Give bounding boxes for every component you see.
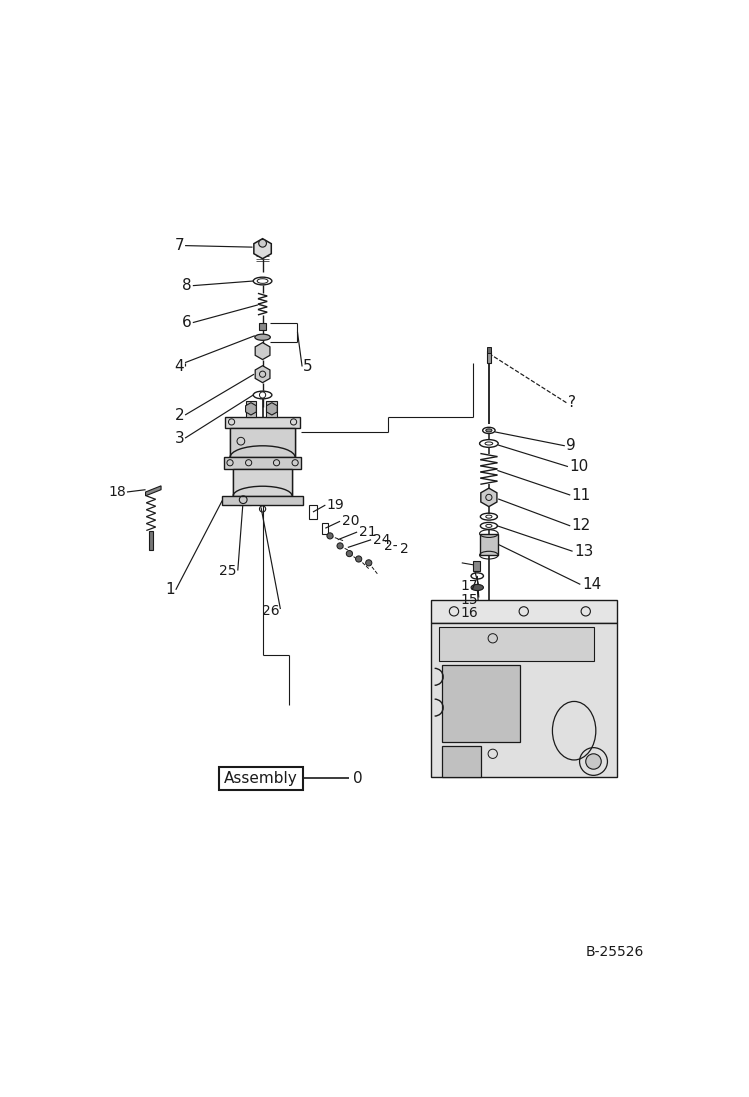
Text: 24: 24	[372, 533, 390, 546]
Bar	[438, 626, 593, 661]
Text: 21: 21	[359, 525, 376, 539]
Bar	[431, 600, 616, 623]
Text: 1: 1	[166, 583, 175, 597]
Text: 4: 4	[175, 359, 184, 374]
Polygon shape	[254, 239, 271, 259]
Text: 9: 9	[566, 439, 576, 453]
Text: 2: 2	[175, 407, 184, 422]
Text: 18: 18	[109, 485, 126, 499]
Polygon shape	[481, 488, 497, 507]
Circle shape	[258, 239, 267, 247]
Text: 26: 26	[262, 604, 279, 619]
Text: 5: 5	[303, 359, 312, 374]
Bar	[267, 402, 277, 417]
Text: 7: 7	[175, 238, 184, 253]
Text: 2-: 2-	[384, 539, 398, 553]
Bar	[230, 428, 295, 457]
Bar	[443, 665, 520, 743]
Bar	[309, 505, 317, 519]
Polygon shape	[267, 403, 277, 415]
Text: 2: 2	[400, 542, 408, 556]
Text: ?: ?	[568, 395, 576, 410]
Bar	[225, 417, 300, 428]
Text: 8: 8	[183, 279, 192, 293]
Bar	[233, 468, 292, 496]
Bar	[431, 623, 616, 777]
Text: Assembly: Assembly	[224, 771, 298, 785]
Polygon shape	[145, 486, 161, 496]
Ellipse shape	[471, 585, 483, 590]
Ellipse shape	[255, 335, 270, 340]
Circle shape	[356, 556, 362, 562]
Bar	[443, 746, 481, 777]
Circle shape	[346, 551, 353, 556]
Bar	[479, 533, 498, 555]
Text: 12: 12	[571, 519, 591, 533]
Text: 0: 0	[354, 771, 363, 785]
Polygon shape	[255, 365, 270, 383]
Circle shape	[366, 559, 372, 566]
Text: 25: 25	[219, 564, 237, 577]
Bar	[222, 496, 303, 505]
Text: 6: 6	[182, 315, 192, 330]
Bar	[473, 562, 479, 570]
Circle shape	[337, 543, 343, 548]
Text: 11: 11	[571, 487, 591, 502]
Circle shape	[327, 533, 333, 539]
Bar	[487, 348, 491, 353]
Text: 3: 3	[175, 431, 184, 445]
Bar	[259, 323, 266, 330]
Text: B-25526: B-25526	[586, 945, 644, 959]
Bar	[148, 531, 153, 550]
Ellipse shape	[486, 429, 492, 432]
Text: 17: 17	[461, 579, 478, 593]
Bar	[246, 402, 256, 417]
Text: 16: 16	[461, 606, 478, 620]
Text: 19: 19	[326, 498, 344, 512]
Text: 20: 20	[342, 514, 359, 529]
Polygon shape	[255, 342, 270, 360]
FancyBboxPatch shape	[525, 655, 611, 776]
Bar	[224, 457, 301, 468]
Text: 13: 13	[574, 544, 593, 558]
Polygon shape	[246, 403, 256, 415]
Text: 14: 14	[582, 577, 601, 592]
Text: 15: 15	[461, 592, 478, 607]
Text: 10: 10	[569, 459, 589, 474]
Bar	[219, 767, 303, 790]
Bar	[322, 523, 329, 534]
Bar	[487, 351, 491, 363]
Circle shape	[586, 754, 601, 769]
